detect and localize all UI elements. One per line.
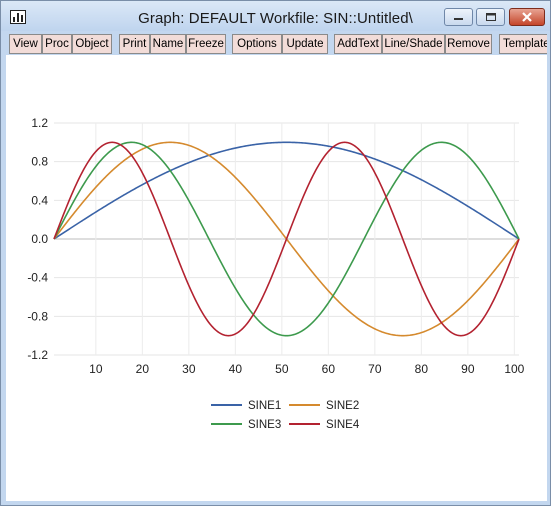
legend-label: SINE1 — [248, 400, 281, 412]
minimize-icon — [454, 18, 463, 20]
view-button[interactable]: View — [9, 34, 42, 54]
graph-area[interactable]: -1.2 -0.8 -0.4 0.0 0.4 0.8 1.2 10 20 30 40 50 60 70 80… — [6, 55, 547, 501]
title-bar[interactable]: Graph: DEFAULT Workfile: SIN::Untitled\ — [1, 1, 550, 31]
series-line-sine4 — [53, 141, 520, 337]
x-tick-label: 70 — [368, 362, 382, 376]
maximize-button[interactable] — [476, 8, 505, 26]
options-button[interactable]: Options — [232, 34, 282, 54]
freeze-button[interactable]: Freeze — [186, 34, 226, 54]
line-chart: -1.2 -0.8 -0.4 0.0 0.4 0.8 1.2 10 20 30 40 50 60 70 80… — [27, 116, 524, 431]
chart-icon[interactable] — [10, 10, 26, 24]
x-tick-label: 80 — [415, 362, 429, 376]
y-tick-label: 1.2 — [31, 116, 48, 130]
template-button[interactable]: Template — [499, 34, 547, 54]
update-button[interactable]: Update — [282, 34, 328, 54]
addtext-button[interactable]: AddText — [334, 34, 382, 54]
name-button[interactable]: Name — [150, 34, 186, 54]
y-tick-label: -0.8 — [27, 309, 48, 323]
y-tick-label: -1.2 — [27, 348, 48, 362]
minimize-button[interactable] — [444, 8, 473, 26]
x-tick-label: 100 — [504, 362, 524, 376]
close-icon — [522, 12, 532, 22]
line-shade-button[interactable]: Line/Shade — [382, 34, 445, 54]
legend-label: SINE2 — [326, 400, 359, 412]
proc-button[interactable]: Proc — [42, 34, 72, 54]
remove-button[interactable]: Remove — [445, 34, 492, 54]
legend-label: SINE4 — [326, 419, 360, 431]
x-tick-label: 20 — [136, 362, 150, 376]
y-tick-label: -0.4 — [27, 271, 48, 285]
series-line-sine3 — [53, 141, 520, 337]
x-tick-label: 10 — [89, 362, 103, 376]
x-tick-label: 90 — [461, 362, 475, 376]
x-tick-label: 60 — [322, 362, 336, 376]
y-tick-label: 0.0 — [31, 232, 48, 246]
window-title: Graph: DEFAULT Workfile: SIN::Untitled\ — [138, 10, 413, 27]
toolbar: View Proc Object Print Name Freeze Optio… — [6, 32, 547, 54]
legend-label: SINE3 — [248, 419, 281, 431]
x-tick-label: 50 — [275, 362, 289, 376]
print-button[interactable]: Print — [119, 34, 150, 54]
y-tick-label: 0.8 — [31, 155, 48, 169]
close-button[interactable] — [509, 8, 545, 26]
x-tick-label: 30 — [182, 362, 196, 376]
series-line-sine1 — [53, 141, 520, 240]
maximize-icon — [486, 13, 496, 21]
y-tick-label: 0.4 — [31, 193, 48, 207]
object-button[interactable]: Object — [72, 34, 112, 54]
x-tick-label: 40 — [229, 362, 243, 376]
